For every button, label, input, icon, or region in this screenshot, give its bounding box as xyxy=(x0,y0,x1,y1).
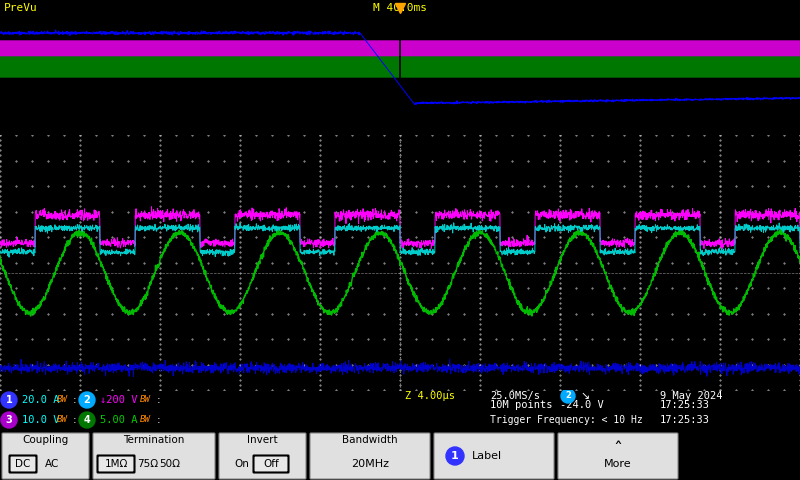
Text: :: : xyxy=(73,415,77,425)
FancyBboxPatch shape xyxy=(219,433,306,479)
Text: DC: DC xyxy=(15,459,30,469)
Text: On: On xyxy=(234,459,250,469)
Text: -24.0 V: -24.0 V xyxy=(560,400,604,410)
FancyBboxPatch shape xyxy=(254,456,289,472)
Text: 25.0MS/s: 25.0MS/s xyxy=(490,391,540,401)
Text: ↓200 V: ↓200 V xyxy=(100,395,138,405)
Circle shape xyxy=(79,412,95,428)
Text: M 40.0ms: M 40.0ms xyxy=(373,3,427,13)
Text: Zoom Factor: 10kX: Zoom Factor: 10kX xyxy=(5,119,126,132)
Text: Z 4.00μs: Z 4.00μs xyxy=(405,391,455,401)
Circle shape xyxy=(79,392,95,408)
Text: [: [ xyxy=(391,102,398,115)
Text: Coupling: Coupling xyxy=(22,435,69,445)
Text: 2: 2 xyxy=(84,395,90,405)
Text: Trigger Frequency: < 10 Hz: Trigger Frequency: < 10 Hz xyxy=(490,415,642,425)
Text: AC: AC xyxy=(45,459,59,469)
Circle shape xyxy=(1,392,17,408)
Text: 1MΩ: 1MΩ xyxy=(104,459,128,469)
Text: Off: Off xyxy=(263,459,279,469)
Text: Label: Label xyxy=(472,451,502,461)
Text: BW: BW xyxy=(140,416,150,424)
Text: 1: 1 xyxy=(451,451,459,461)
FancyBboxPatch shape xyxy=(10,456,37,472)
Text: BW: BW xyxy=(57,396,68,405)
Text: 10M points: 10M points xyxy=(490,400,553,410)
Text: ]: ] xyxy=(402,102,409,115)
Text: 5.00 A: 5.00 A xyxy=(100,415,138,425)
Circle shape xyxy=(561,389,575,403)
Text: 3: 3 xyxy=(6,415,12,425)
Text: 10.0 V: 10.0 V xyxy=(22,415,59,425)
Text: 4: 4 xyxy=(84,415,90,425)
Circle shape xyxy=(1,412,17,428)
Text: 50Ω: 50Ω xyxy=(159,459,181,469)
Text: PreVu: PreVu xyxy=(4,3,38,13)
Text: 1: 1 xyxy=(6,395,12,405)
Text: :: : xyxy=(157,415,161,425)
Text: 20.0 A: 20.0 A xyxy=(22,395,59,405)
Text: 17:25:33: 17:25:33 xyxy=(660,400,710,410)
Text: 2: 2 xyxy=(565,392,571,400)
Text: BW: BW xyxy=(140,396,150,405)
Text: Zoom Position: -14.5ms: Zoom Position: -14.5ms xyxy=(240,119,397,132)
FancyBboxPatch shape xyxy=(310,433,430,479)
Circle shape xyxy=(446,447,464,465)
Text: :: : xyxy=(157,395,161,405)
Text: Termination: Termination xyxy=(123,435,185,445)
Text: ↘: ↘ xyxy=(580,391,590,401)
Text: 17:25:33: 17:25:33 xyxy=(660,415,710,425)
Text: Invert: Invert xyxy=(247,435,278,445)
Text: ˆ: ˆ xyxy=(614,441,622,459)
FancyBboxPatch shape xyxy=(2,433,89,479)
Text: :: : xyxy=(73,395,77,405)
Text: BW: BW xyxy=(57,416,68,424)
Text: 75Ω: 75Ω xyxy=(138,459,158,469)
Text: 9 May 2024: 9 May 2024 xyxy=(660,391,722,401)
FancyBboxPatch shape xyxy=(98,456,134,472)
Text: 20MHz: 20MHz xyxy=(351,459,389,469)
Text: More: More xyxy=(604,459,632,469)
FancyBboxPatch shape xyxy=(558,433,678,479)
FancyBboxPatch shape xyxy=(434,433,554,479)
Text: Bandwidth: Bandwidth xyxy=(342,435,398,445)
FancyBboxPatch shape xyxy=(93,433,215,479)
